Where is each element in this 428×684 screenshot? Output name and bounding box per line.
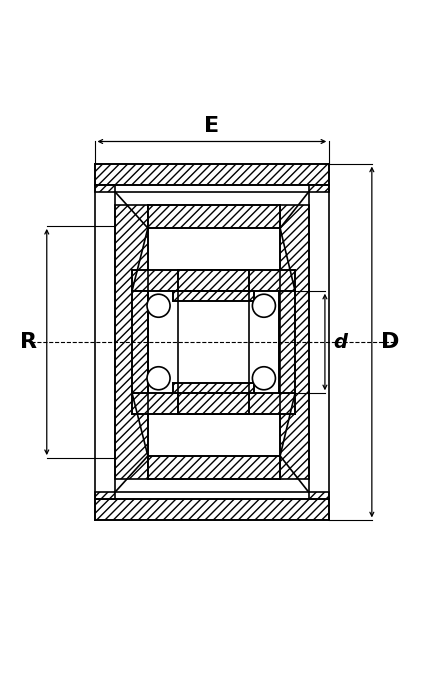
Text: d: d xyxy=(333,332,348,352)
Bar xyxy=(115,205,148,479)
Bar xyxy=(95,499,329,521)
Circle shape xyxy=(147,367,170,390)
Bar xyxy=(178,270,250,291)
Circle shape xyxy=(253,367,276,390)
Text: E: E xyxy=(204,116,220,136)
Circle shape xyxy=(147,294,170,317)
Bar xyxy=(309,185,329,192)
Bar xyxy=(132,393,295,414)
Bar xyxy=(95,185,115,192)
Bar xyxy=(173,382,254,393)
Bar xyxy=(148,205,280,228)
Bar xyxy=(95,492,115,499)
Bar xyxy=(280,205,309,479)
Bar xyxy=(148,456,280,479)
Text: D: D xyxy=(381,332,400,352)
Bar xyxy=(279,291,295,393)
Text: R: R xyxy=(21,332,37,352)
Circle shape xyxy=(253,294,276,317)
Bar xyxy=(95,163,329,185)
Bar xyxy=(132,291,148,393)
Bar xyxy=(178,393,250,414)
Bar xyxy=(132,270,295,291)
Bar xyxy=(173,291,254,302)
Bar xyxy=(309,492,329,499)
